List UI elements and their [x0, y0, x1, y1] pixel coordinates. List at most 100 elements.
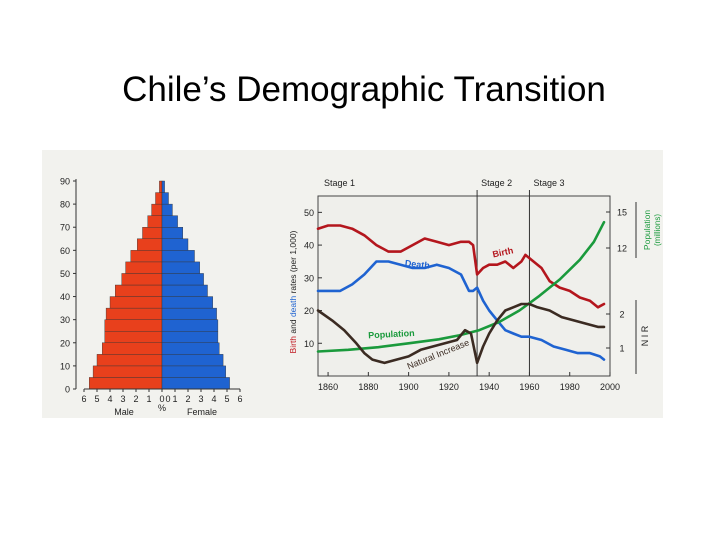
pyramid-x-tick-label: 1 — [146, 394, 151, 404]
male-bar — [104, 319, 163, 332]
stage-label: Stage 2 — [481, 178, 512, 188]
x-tick-label: 1900 — [399, 382, 419, 392]
pyramid-x-tick-label: 2 — [185, 394, 190, 404]
pyramid-x-tick-label: 2 — [133, 394, 138, 404]
series-line-natural-increase — [316, 302, 606, 365]
nir-tick-label: 1 — [619, 344, 624, 354]
male-bar — [102, 342, 163, 355]
x-tick-label: 2000 — [600, 382, 620, 392]
pyramid-y-tick-label: 50 — [60, 269, 70, 279]
pyramid-y-tick-label: 40 — [60, 292, 70, 302]
female-bar — [161, 354, 224, 367]
population-tick-label: 12 — [617, 244, 627, 254]
y-tick-label: 20 — [304, 306, 314, 316]
pyramid-y-tick-label: 30 — [60, 315, 70, 325]
y-tick-label: 10 — [304, 339, 314, 349]
female-bar — [161, 331, 219, 343]
x-tick-label: 1940 — [479, 382, 499, 392]
population-axis-label: Population — [642, 210, 652, 250]
death-series-label: Death — [404, 258, 430, 271]
y-axis-label-part: Birth — [288, 336, 298, 354]
male-bar — [104, 331, 163, 343]
male-bar — [155, 192, 163, 205]
male-bar — [92, 365, 163, 378]
pyramid-x-tick-label: 6 — [81, 394, 86, 404]
male-bar — [151, 203, 163, 216]
female-bar — [161, 261, 200, 274]
series-line-birth — [316, 224, 606, 309]
pyramid-y-tick-label: 90 — [60, 177, 70, 187]
male-bar — [130, 250, 163, 263]
female-bar — [161, 180, 165, 193]
plot-frame — [317, 195, 611, 377]
pyramid-x-tick-label: 3 — [198, 394, 203, 404]
female-bar — [161, 342, 220, 355]
population-tick-label: 15 — [617, 208, 627, 218]
male-bar — [121, 273, 163, 286]
pyramid-x-tick-label: 4 — [107, 394, 112, 404]
y-tick-label: 30 — [304, 273, 314, 283]
pyramid-y-tick-label: 20 — [60, 338, 70, 348]
figure-panel: 0 10 20 30 40 50 60 70 80 90 6 5 4 3 2 1 0 0 1 2 3 4 5 6 Male% Fe… — [42, 150, 663, 418]
female-bar — [161, 284, 208, 297]
female-bar — [161, 238, 189, 251]
x-tick-label: 1860 — [318, 382, 338, 392]
pyramid-x-tick-label: 5 — [94, 394, 99, 404]
birth-series-label: Birth — [492, 245, 515, 259]
population-axis-unit: (millions) — [653, 214, 662, 246]
x-tick-label: 1920 — [439, 382, 459, 392]
slide-title: Chile’s Demographic Transition — [122, 70, 606, 109]
male-bar — [96, 354, 163, 367]
y-tick-label: 50 — [304, 208, 314, 218]
female-bar — [161, 250, 195, 263]
pyramid-male-label: Male — [114, 407, 134, 417]
female-bar — [161, 215, 178, 228]
stage-label: Stage 1 — [324, 178, 355, 188]
pyramid-x-tick-label: 0 — [165, 394, 170, 404]
pyramid-x-tick-label: 5 — [224, 394, 229, 404]
pyramid-female-label: Female — [187, 407, 217, 417]
pyramid-y-tick-label: 0 — [65, 385, 70, 395]
female-bar — [161, 377, 230, 390]
female-bar — [161, 296, 213, 309]
y-axis-label-part: rates (per 1,000) — [288, 230, 298, 295]
male-bar — [142, 227, 163, 239]
female-bar — [161, 192, 169, 205]
male-bar — [137, 238, 163, 251]
pyramid-y-tick-label: 60 — [60, 246, 70, 256]
stage-label: Stage 3 — [533, 178, 564, 188]
pyramid-y-tick-label: 10 — [60, 361, 70, 371]
y-axis-label-part: and — [288, 317, 298, 336]
pyramid-x-tick-label: 6 — [237, 394, 242, 404]
nir-tick-label: 2 — [619, 310, 624, 320]
pyramid-x-tick-label: 0 — [159, 394, 164, 404]
pyramid-x-tick-label: 1 — [172, 394, 177, 404]
female-bar — [161, 203, 173, 216]
population-series-label: Population — [368, 328, 415, 340]
x-tick-label: 1880 — [358, 382, 378, 392]
female-bar — [161, 365, 226, 378]
male-bar — [147, 215, 163, 228]
nir-axis-label: N I R — [640, 325, 650, 346]
pyramid-y-tick-label: 70 — [60, 223, 70, 233]
male-bar — [159, 180, 163, 193]
y-axis-label: Birth and death rates (per 1,000) — [288, 230, 298, 353]
pyramid-unit-label: % — [158, 403, 166, 413]
male-bar — [109, 296, 163, 309]
y-axis-label-part: death — [288, 296, 298, 318]
pyramid-y-tick-label: 80 — [60, 200, 70, 210]
x-tick-label: 1980 — [560, 382, 580, 392]
x-tick-label: 1960 — [519, 382, 539, 392]
male-bar — [114, 284, 163, 297]
series-line-death — [316, 260, 606, 361]
female-bar — [161, 227, 183, 239]
pyramid-x-tick-label: 4 — [211, 394, 216, 404]
male-bar — [125, 261, 163, 274]
female-bar — [161, 319, 219, 332]
y-tick-label: 40 — [304, 241, 314, 251]
series-line-population — [316, 220, 606, 353]
demographic-transition-chart: Stage 1 Stage 2 Stage 3 10 20 30 40 50 1860 1880 1… — [288, 178, 662, 392]
female-bar — [161, 307, 217, 320]
pyramid-x-tick-label: 3 — [120, 394, 125, 404]
